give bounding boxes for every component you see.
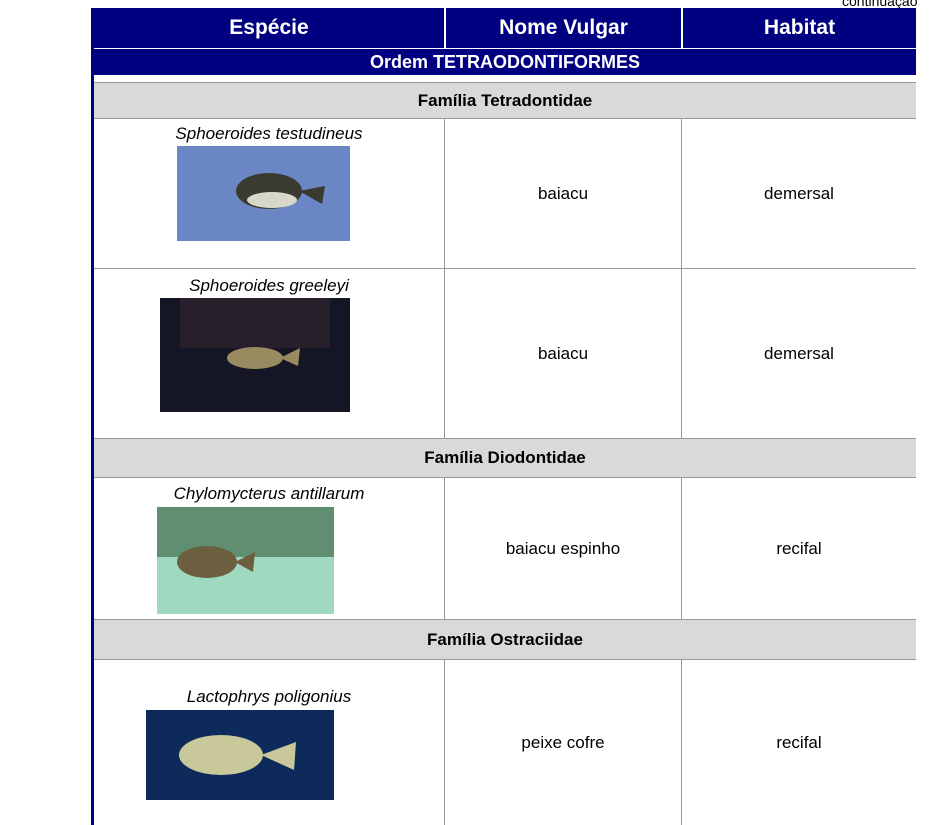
common-name: peixe cofre: [521, 732, 605, 752]
grid-line: [94, 268, 916, 269]
left-border: [91, 8, 94, 825]
habitat: demersal: [764, 183, 834, 203]
common-name: baiacu espinho: [505, 538, 621, 558]
common-name: baiacu: [537, 183, 589, 203]
fish-photo: [157, 507, 334, 614]
family-row: Família Diodontidae: [94, 438, 916, 478]
species-name: Sphoeroides testudineus: [175, 124, 363, 143]
fish-photo: [177, 146, 350, 241]
fish-photo: [160, 298, 350, 412]
habitat: recifal: [776, 538, 822, 558]
species-name: Chylomycterus antillarum: [173, 484, 365, 503]
habitat: demersal: [764, 343, 834, 363]
family-row: Família Tetradontidae: [94, 82, 916, 119]
header-divider: [681, 12, 683, 44]
family-row: Família Ostraciidae: [94, 619, 916, 660]
grid-line: [681, 478, 682, 619]
habitat: recifal: [776, 732, 822, 752]
grid-line: [444, 119, 445, 438]
common-name: baiacu: [537, 343, 589, 363]
header-cell: Habitat: [683, 8, 916, 48]
species-name: Sphoeroides greeleyi: [189, 276, 349, 295]
grid-line: [681, 660, 682, 825]
header-cell: Espécie: [94, 8, 444, 48]
header-cell: Nome Vulgar: [446, 8, 681, 48]
header-divider: [444, 12, 446, 44]
species-name: Lactophrys poligonius: [186, 687, 352, 706]
fish-photo: [146, 710, 334, 800]
grid-line: [444, 660, 445, 825]
grid-line: [681, 119, 682, 438]
continuation-label: continuação: [842, 0, 918, 9]
order-row: Ordem TETRAODONTIFORMES: [94, 49, 916, 75]
grid-line: [444, 478, 445, 619]
